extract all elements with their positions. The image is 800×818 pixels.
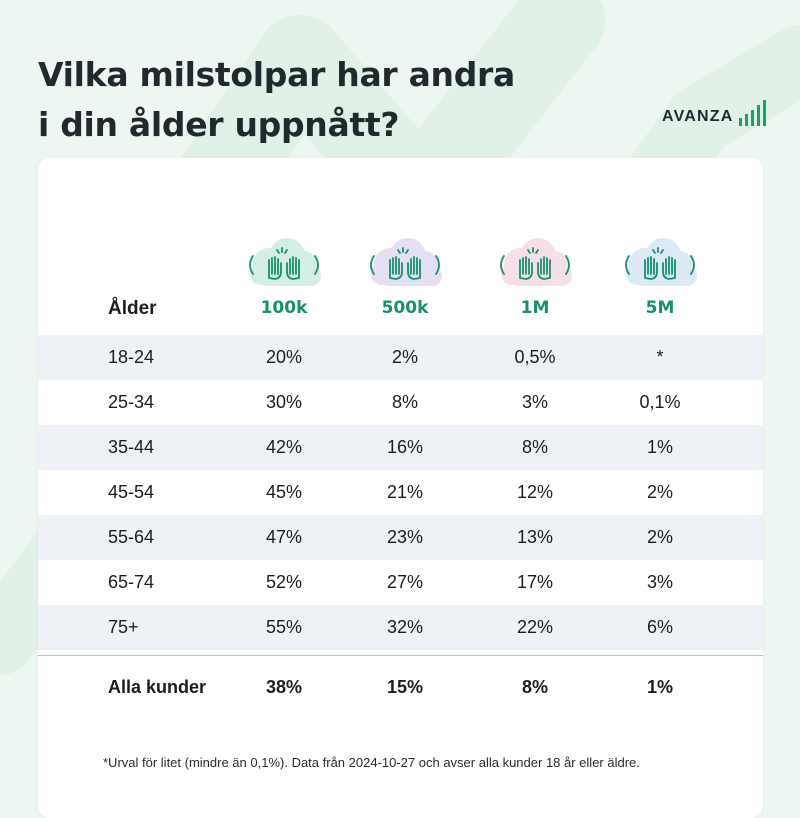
value-cell: 2% [391, 347, 418, 367]
age-cell: 45-54 [108, 482, 155, 502]
table-divider [38, 655, 763, 656]
column-header-1m: 1M [480, 234, 590, 318]
table-row: 75+ 55% 32% 22% 6% [38, 605, 763, 650]
age-cell: 55-64 [108, 527, 155, 547]
raised-hands-icon [249, 238, 321, 286]
value-cell: 8% [391, 392, 418, 412]
age-cell: 35-44 [108, 437, 155, 457]
age-cell: 75+ [108, 617, 139, 637]
age-column-header: Ålder [108, 298, 157, 319]
value-cell: 17% [516, 572, 554, 592]
value-cell: 30% [265, 392, 303, 412]
value-cell: 12% [516, 482, 554, 502]
value-cell: 32% [386, 617, 424, 637]
value-cell: 2% [646, 527, 673, 547]
value-cell: 21% [386, 482, 424, 502]
column-header-500k: 500k [350, 234, 460, 318]
value-cell: 13% [516, 527, 554, 547]
total-value-cell: 15% [386, 677, 424, 697]
value-cell: 0,1% [639, 392, 681, 412]
value-cell: 1% [646, 437, 673, 457]
page-title: Vilka milstolpar har andra i din ålder u… [38, 50, 515, 150]
milestone-table-card: Ålder 100k 500k 1M 5M 18-24 20% 2% 0,5% … [38, 158, 763, 818]
table-row: 25-34 30% 8% 3% 0,1% [38, 380, 763, 425]
value-cell: 20% [265, 347, 303, 367]
logo-bars-icon [738, 100, 766, 126]
column-label: 1M [520, 298, 550, 318]
table-row: 65-74 52% 27% 17% 3% [38, 560, 763, 605]
avanza-logo: AVANZA [662, 100, 766, 126]
table-header: Ålder 100k 500k 1M 5M [38, 158, 763, 332]
column-label: 100k [260, 298, 308, 318]
total-row: Alla kunder 38% 15% 8% 1% [38, 665, 763, 710]
value-cell: 45% [265, 482, 303, 502]
value-cell: 52% [265, 572, 303, 592]
total-value-cell: 1% [646, 677, 673, 697]
value-cell: 16% [386, 437, 424, 457]
value-cell: 27% [386, 572, 424, 592]
age-cell: 18-24 [108, 347, 155, 367]
table-row: 35-44 42% 16% 8% 1% [38, 425, 763, 470]
total-value-cell: 8% [521, 677, 548, 697]
value-cell: 3% [521, 392, 548, 412]
value-cell: 0,5% [514, 347, 556, 367]
value-cell: * [656, 347, 664, 367]
table-row: 55-64 47% 23% 13% 2% [38, 515, 763, 560]
value-cell: 42% [265, 437, 303, 457]
value-cell: 22% [516, 617, 554, 637]
value-cell: 55% [265, 617, 303, 637]
column-label: 500k [381, 298, 429, 318]
value-cell: 3% [646, 572, 673, 592]
value-cell: 2% [646, 482, 673, 502]
total-label: Alla kunder [108, 677, 207, 697]
value-cell: 23% [386, 527, 424, 547]
raised-hands-icon [500, 238, 572, 286]
total-value-cell: 38% [265, 677, 303, 697]
raised-hands-icon [370, 238, 442, 286]
title-line-2: i din ålder uppnått? [38, 105, 400, 144]
value-cell: 47% [265, 527, 303, 547]
age-cell: 25-34 [108, 392, 155, 412]
column-header-100k: 100k [229, 234, 339, 318]
table-row: 18-24 20% 2% 0,5% * [38, 335, 763, 380]
footnote: *Urval för litet (mindre än 0,1%). Data … [103, 755, 640, 770]
value-cell: 8% [521, 437, 548, 457]
title-line-1: Vilka milstolpar har andra [38, 55, 516, 94]
age-cell: 65-74 [108, 572, 155, 592]
raised-hands-icon [625, 238, 697, 286]
value-cell: 6% [646, 617, 673, 637]
table-row: 45-54 45% 21% 12% 2% [38, 470, 763, 515]
column-header-5m: 5M [605, 234, 715, 318]
column-label: 5M [645, 298, 675, 318]
logo-text: AVANZA [662, 108, 734, 125]
